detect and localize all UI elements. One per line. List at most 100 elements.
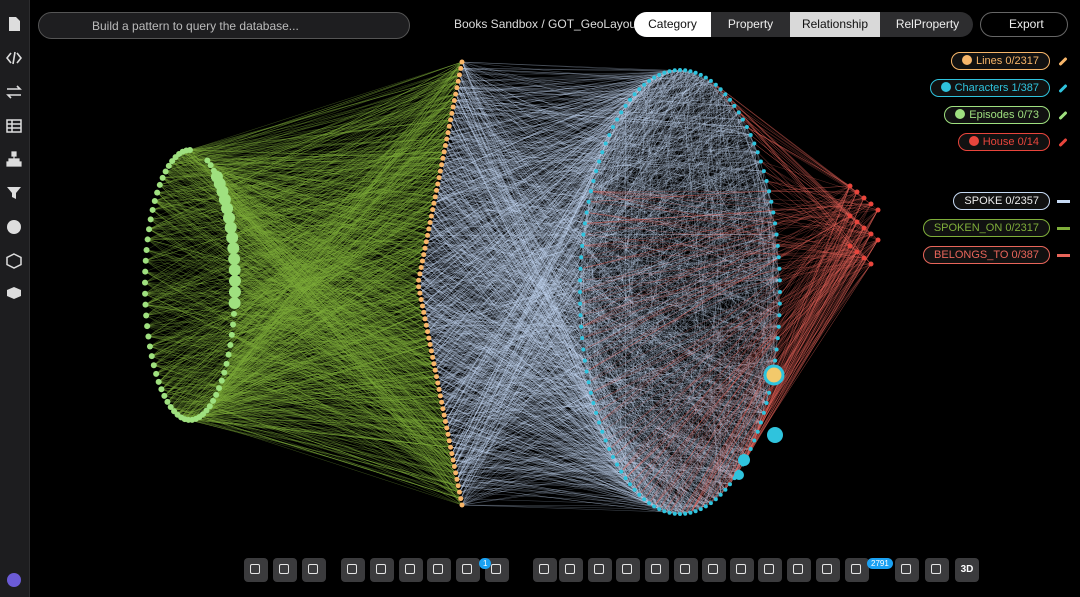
node [436,175,442,181]
toolbar-button[interactable] [533,558,557,582]
node [581,347,586,352]
toolbar-button[interactable] [559,558,583,582]
toolbar-button[interactable] [645,558,669,582]
legend-category[interactable]: Characters 1/387 [929,79,1050,97]
node [149,206,156,213]
node [147,216,154,223]
toolbar-button[interactable] [244,558,268,582]
node [607,446,612,451]
node [580,243,585,248]
node [736,110,741,115]
node [611,454,616,459]
query-bar[interactable]: Build a pattern to query the database... [38,12,410,39]
toolbar-button[interactable] [302,558,326,582]
node [713,82,718,87]
toolbar-button[interactable] [845,558,869,582]
view-mode-button[interactable]: RelProperty [895,17,960,31]
node [143,312,150,319]
node [637,492,642,497]
node [748,133,753,138]
view-mode-button[interactable]: Property [727,17,774,31]
filter-icon[interactable] [6,185,22,201]
toolbar-button[interactable] [341,558,365,582]
graph-canvas[interactable] [30,0,1080,597]
toolbar-button[interactable] [273,558,297,582]
3d-button[interactable]: 3D [955,558,979,582]
node [437,393,443,399]
legend-category[interactable]: Lines 0/2317 [951,52,1050,70]
legend-category[interactable]: Episodes 0/73 [944,106,1050,124]
node [158,386,165,393]
legend-relationship[interactable]: BELONGS_TO 0/387 [923,246,1050,264]
node [611,125,616,130]
node [206,403,213,410]
node [688,510,693,515]
selected-node [763,364,785,386]
node [422,316,428,322]
node [767,189,772,194]
node [421,309,427,315]
toolbar-button[interactable] [456,558,480,582]
legend-dot [955,109,966,119]
toolbar-button[interactable] [702,558,726,582]
node [427,220,433,226]
node [619,469,624,474]
node [632,92,637,97]
hierarchy-icon[interactable] [6,151,22,167]
node [427,341,433,347]
node [698,507,703,512]
node [162,168,169,175]
toolbar-button[interactable] [674,558,698,582]
node [615,462,620,467]
cube-icon[interactable] [6,253,22,269]
toolbar-button[interactable] [787,558,811,582]
node [459,59,465,65]
node [455,78,461,84]
relationship-swatch [1057,200,1070,203]
node [847,183,853,189]
node [728,97,732,102]
view-mode-button[interactable]: Relationship [790,12,880,37]
node [228,274,241,287]
breadcrumb[interactable]: Books Sandbox / GOT_GeoLayout [454,17,640,31]
toolbar-button[interactable] [758,558,782,582]
toolbar-button[interactable] [399,558,423,582]
toolbar-button[interactable] [895,558,919,582]
toolbar-icon [901,564,911,574]
legend-relationship[interactable]: SPOKEN_ON 0/2317 [922,219,1050,237]
globe-icon[interactable] [6,219,22,235]
node [854,219,860,225]
swap-icon[interactable] [6,84,22,100]
node [755,150,760,155]
node [433,374,439,380]
node [210,397,217,404]
toolbar-button[interactable] [616,558,640,582]
toolbar-button[interactable] [370,558,394,582]
node [580,336,585,341]
toolbar-button[interactable] [730,558,754,582]
export-button[interactable]: Export [980,12,1068,37]
node [428,348,434,354]
node [728,482,732,487]
toolbar-button[interactable] [427,558,451,582]
node [442,142,448,148]
node [440,406,446,412]
table-icon[interactable] [6,118,22,134]
legend-category[interactable]: House 0/14 [957,133,1050,151]
node [417,290,423,296]
toolbar-button[interactable] [816,558,840,582]
toolbar-icon [491,564,501,574]
view-mode-button[interactable]: Category [634,12,711,37]
toolbar-button[interactable] [588,558,612,582]
node [227,242,240,255]
query-placeholder: Build a pattern to query the database... [92,19,299,33]
legend-relationship[interactable]: SPOKE 0/2357 [953,192,1050,210]
file-icon[interactable] [6,16,22,32]
node [723,92,728,97]
node [142,290,149,297]
node [667,510,672,515]
toolbar-button[interactable] [925,558,949,582]
box-icon[interactable] [6,285,22,301]
toolbar-icon [376,564,386,574]
code-icon[interactable] [6,50,22,66]
